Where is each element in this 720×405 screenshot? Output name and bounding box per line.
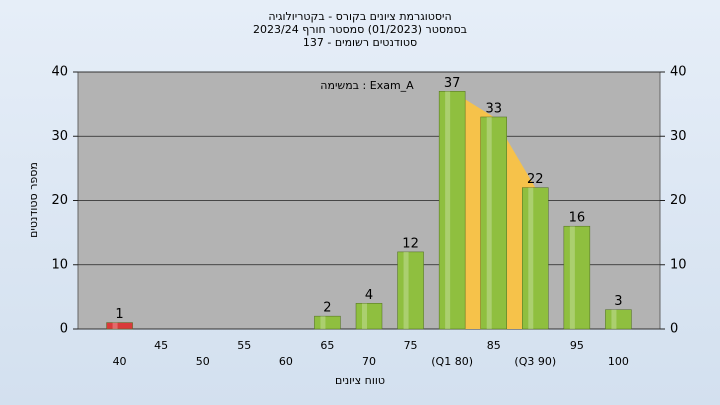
bar	[314, 315, 341, 330]
bar-shine	[528, 187, 534, 329]
value-label: 22	[527, 172, 544, 187]
x-tick-label: 45	[154, 339, 168, 352]
value-label: 2	[323, 301, 331, 316]
bar-shine	[569, 226, 575, 329]
bar	[605, 309, 632, 330]
x-tick-label: 85	[487, 339, 501, 352]
bar-shine	[320, 316, 326, 329]
bar-shine	[403, 251, 409, 329]
x-tick-label: 70	[362, 355, 376, 368]
bar-shine	[362, 303, 367, 329]
y2-tick-label: 10	[670, 257, 687, 272]
chart-subtitle: בסמסטר (01/2023) סמסטר חורף 2023/24	[253, 23, 467, 36]
y-tick-label: 20	[51, 193, 68, 208]
x-tick-label: 50	[196, 355, 210, 368]
bar	[522, 187, 549, 330]
chart-subtitle: סטודנטים רשומים - 137	[303, 36, 417, 49]
x-axis-label: טווח ציונים	[335, 374, 385, 387]
value-label: 33	[485, 101, 502, 116]
x-tick-label: 60	[279, 355, 293, 368]
y2-tick-label: 40	[670, 65, 687, 80]
value-label: 37	[444, 76, 461, 91]
value-label: 3	[614, 294, 622, 309]
y-axis-label: מספר סטודנטים	[27, 162, 40, 238]
x-tick-label: 75	[404, 339, 418, 352]
x-tick-label: (Q1 80)	[431, 355, 473, 368]
x-tick-label: (Q3 90)	[514, 355, 556, 368]
bar	[438, 91, 466, 330]
x-tick-label: 55	[237, 339, 251, 352]
bar-shine	[486, 116, 492, 329]
y2-tick-label: 0	[670, 322, 678, 337]
y-tick-label: 10	[51, 257, 68, 272]
x-tick-label: 65	[320, 339, 334, 352]
y2-tick-label: 30	[670, 129, 687, 144]
bar-shine	[611, 309, 617, 329]
x-tick-label: 40	[113, 355, 127, 368]
y2-tick-label: 20	[670, 193, 687, 208]
annotation: במשימה : Exam_A	[320, 79, 414, 92]
bar	[480, 116, 507, 330]
bar	[397, 251, 424, 330]
y-tick-label: 0	[60, 322, 68, 337]
value-label: 16	[569, 211, 586, 226]
x-tick-label: 95	[570, 339, 584, 352]
bar-shine	[445, 91, 451, 330]
x-tick-label: 100	[608, 355, 629, 368]
value-label: 1	[115, 307, 123, 322]
chart-title: היסטוגרמת ציונים בקורס - בקטריולוגיה	[268, 10, 451, 23]
value-label: 12	[402, 236, 419, 251]
y-tick-label: 40	[51, 65, 68, 80]
value-label: 4	[365, 288, 373, 303]
bar	[563, 225, 591, 330]
bar	[355, 303, 383, 330]
bar	[106, 322, 133, 330]
y-tick-label: 30	[51, 129, 68, 144]
bar-shine	[112, 322, 118, 329]
